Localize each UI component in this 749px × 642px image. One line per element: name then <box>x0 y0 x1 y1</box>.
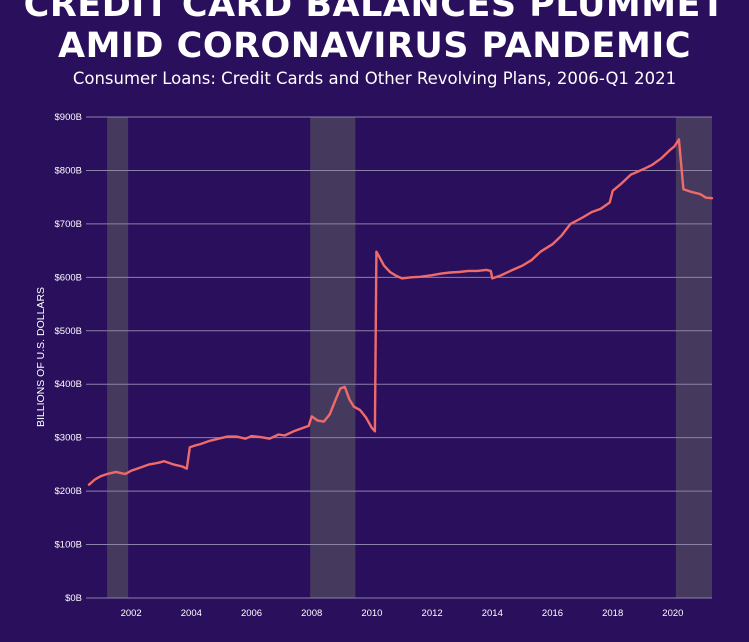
x-tick-label: 2004 <box>181 608 202 619</box>
y-tick-label: $400B <box>55 379 82 390</box>
x-tick-label: 2006 <box>241 608 262 619</box>
chart-title-line-1: CREDIT CARD BALANCES PLUMMET <box>23 0 726 25</box>
y-axis-ticks: $0B $100B $200B $300B $400B $500B $600B $700B $8… <box>55 112 82 604</box>
recession-band-1 <box>310 117 356 598</box>
x-tick-label: 2002 <box>121 608 142 619</box>
y-tick-label: $100B <box>55 540 82 551</box>
y-tick-label: $600B <box>55 272 82 283</box>
y-tick-label: $0B <box>65 593 82 604</box>
recession-band-2 <box>675 117 712 598</box>
gridlines <box>86 116 712 599</box>
y-tick-label: $500B <box>55 326 82 337</box>
x-tick-label: 2010 <box>361 608 382 619</box>
y-tick-label: $200B <box>55 486 82 497</box>
y-tick-label: $700B <box>55 219 82 230</box>
x-tick-label: 2014 <box>482 608 503 619</box>
recession-band-0 <box>107 117 129 598</box>
x-tick-label: 2012 <box>422 608 443 619</box>
recession-bands <box>107 117 712 598</box>
x-tick-label: 2020 <box>662 608 683 619</box>
y-axis-label: BILLIONS OF U.S. DOLLARS <box>35 287 47 427</box>
x-tick-label: 2018 <box>602 608 623 619</box>
series-lines <box>87 138 714 486</box>
series-line-0 <box>87 138 714 486</box>
y-tick-label: $800B <box>55 165 82 176</box>
y-tick-label: $300B <box>55 433 82 444</box>
y-tick-label: $900B <box>55 112 82 123</box>
chart-title-line-2: AMID CORONAVIRUS PANDEMIC <box>57 26 691 66</box>
x-tick-label: 2008 <box>301 608 322 619</box>
x-tick-label: 2016 <box>542 608 563 619</box>
x-axis-ticks: 2002 2004 2006 2008 2010 2012 2014 2016 2018 2020 <box>121 608 684 619</box>
chart-subtitle: Consumer Loans: Credit Cards and Other R… <box>72 69 677 88</box>
